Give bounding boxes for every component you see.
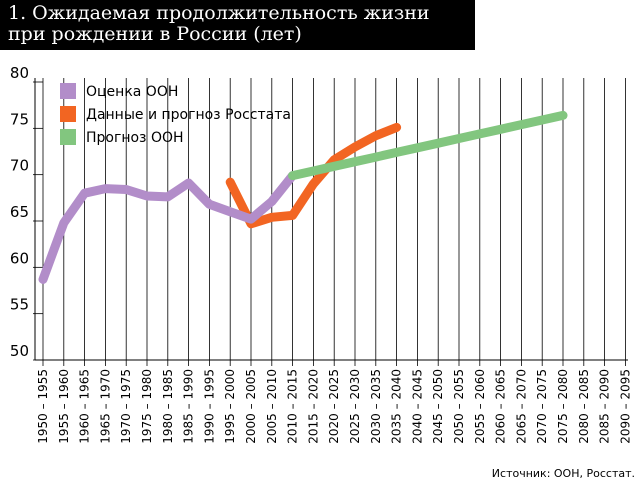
series-line-0 [225, 122, 402, 229]
x-tick-label-17: 2035 – 2040 [390, 369, 404, 444]
chart-title-line-1: 1. Ожидаемая продолжительность жизни [8, 2, 430, 24]
legend-swatch-1 [60, 106, 76, 122]
x-tick-label-16: 2030 – 2035 [369, 369, 383, 444]
x-tick-label-27: 2085 – 2090 [598, 369, 612, 444]
y-tick-label-75: 75 [10, 110, 29, 128]
data-point-1-7 [188, 183, 189, 184]
data-point-0-15 [355, 146, 356, 147]
axes: 1950 – 1955 1955 – 1960 1960 – 1965 1965 – … [10, 64, 640, 444]
data-point-0-16 [375, 135, 376, 136]
x-tick-label-22: 2060 – 2065 [494, 369, 508, 444]
x-tick-label-25: 2075 – 2080 [556, 369, 570, 444]
legend-swatch-0 [60, 83, 76, 99]
x-tick-label-0: 1950 – 1955 [36, 369, 50, 444]
data-point-0-11 [271, 217, 272, 218]
data-point-0-13 [313, 183, 314, 184]
x-tick-label-7: 1985 – 1990 [182, 369, 196, 444]
legend-swatch-2 [60, 129, 76, 145]
series-line-2 [288, 110, 568, 181]
data-point-2-20 [459, 138, 460, 139]
series-line-1 [38, 171, 298, 284]
data-point-2-25 [563, 115, 564, 116]
y-tick-label-60: 60 [10, 249, 29, 267]
x-tick-label-1: 1955 – 1960 [57, 369, 71, 444]
y-tick-label-55: 55 [10, 296, 29, 314]
y-tick-label-80: 80 [10, 64, 29, 82]
data-point-2-24 [542, 119, 543, 120]
data-point-2-14 [334, 166, 335, 167]
x-tick-label-5: 1975 – 1980 [140, 369, 154, 444]
x-tick-label-23: 2065 – 2070 [514, 369, 528, 444]
data-point-0-12 [292, 215, 293, 216]
data-point-1-6 [167, 196, 168, 197]
data-point-0-14 [334, 159, 335, 160]
data-point-2-21 [479, 133, 480, 134]
data-point-0-17 [396, 127, 397, 128]
x-tick-label-13: 2015 – 2020 [306, 369, 320, 444]
data-point-2-17 [396, 152, 397, 153]
x-tick-label-21: 2055 – 2060 [473, 369, 487, 444]
data-point-2-16 [375, 157, 376, 158]
data-point-1-2 [84, 193, 85, 194]
data-point-1-5 [147, 195, 148, 196]
x-tick-label-24: 2070 – 2075 [535, 369, 549, 444]
chart-title: 1. Ожидаемая продолжительность жизни при… [0, 0, 475, 50]
source-note: Источник: ООН, Росстат. [492, 467, 635, 480]
data-point-1-11 [271, 201, 272, 202]
x-tick-label-19: 2045 – 2050 [431, 369, 445, 444]
data-point-2-18 [417, 147, 418, 148]
x-tick-label-15: 2025 – 2030 [348, 369, 362, 444]
x-tick-label-14: 2020 – 2025 [327, 369, 341, 444]
legend-label-0: Оценка ООН [86, 84, 178, 100]
data-point-1-10 [251, 219, 252, 220]
data-point-1-4 [126, 189, 127, 190]
x-tick-label-20: 2050 – 2055 [452, 369, 466, 444]
x-tick-label-4: 1970 – 1975 [119, 369, 133, 444]
series-lines [38, 110, 568, 284]
data-point-2-12 [292, 175, 293, 176]
x-tick-label-26: 2080 – 2085 [577, 369, 591, 444]
grid [42, 78, 626, 366]
x-tick-label-6: 1980 – 1985 [161, 369, 175, 444]
x-tick-label-28: 2090 – 2095 [618, 369, 632, 444]
data-point-2-13 [313, 170, 314, 171]
x-tick-label-2: 1960 – 1965 [78, 369, 92, 444]
y-tick-label-65: 65 [10, 203, 29, 221]
y-tick-label-70: 70 [10, 157, 29, 175]
data-point-1-3 [105, 188, 106, 189]
x-tick-label-18: 2040 – 2045 [410, 369, 424, 444]
x-tick-label-11: 2005 – 2010 [265, 369, 279, 444]
data-point-1-0 [43, 279, 44, 280]
legend-label-2: Прогноз ООН [86, 130, 184, 146]
y-tick-label-50: 50 [10, 342, 29, 360]
legend: Оценка ООН Данные и прогноз Росстата Прогн… [60, 83, 291, 146]
x-tick-label-12: 2010 – 2015 [286, 369, 300, 444]
data-point-2-23 [521, 124, 522, 125]
legend-label-1: Данные и прогноз Росстата [86, 107, 291, 123]
data-point-2-15 [355, 161, 356, 162]
data-point-2-19 [438, 143, 439, 144]
data-point-1-1 [63, 222, 64, 223]
x-tick-label-8: 1990 – 1995 [202, 369, 216, 444]
x-tick-label-10: 2000 – 2005 [244, 369, 258, 444]
data-point-1-9 [230, 211, 231, 212]
data-point-2-22 [500, 129, 501, 130]
x-tick-label-9: 1995 – 2000 [223, 369, 237, 444]
x-tick-label-3: 1965 – 1970 [98, 369, 112, 444]
data-point-0-9 [230, 182, 231, 183]
chart-title-line-2: при рождении в России (лет) [8, 23, 302, 45]
data-point-1-8 [209, 204, 210, 205]
